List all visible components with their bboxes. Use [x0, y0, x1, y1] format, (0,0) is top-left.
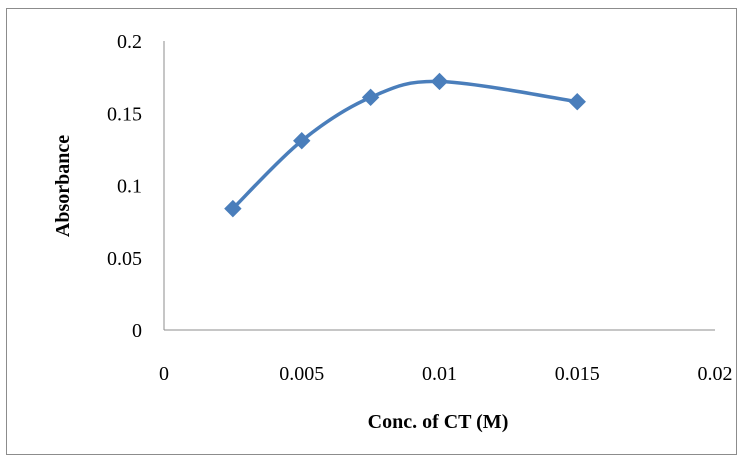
- data-point-marker: [293, 131, 311, 150]
- series-layer: [224, 72, 586, 218]
- series-line: [231, 79, 579, 211]
- y-tick-label: 0: [132, 320, 142, 342]
- y-tick-label: 0.1: [117, 176, 142, 198]
- x-tick-label: 0.02: [698, 363, 733, 385]
- y-axis-title: Absorbance: [52, 135, 74, 237]
- x-tick-label: 0.01: [422, 363, 457, 385]
- x-tick-label: 0: [159, 363, 169, 385]
- x-tick-label: 0.015: [555, 363, 600, 385]
- y-tick-label: 0.05: [107, 248, 142, 270]
- chart-frame: [6, 8, 737, 455]
- y-tick-label: 0.15: [107, 103, 142, 125]
- x-axis-title: Conc. of CT (M): [368, 411, 509, 433]
- data-point-marker: [430, 72, 449, 91]
- y-tick-labels: 0 0.05 0.1 0.15 0.2: [107, 31, 142, 342]
- data-point-marker: [361, 88, 380, 107]
- axes-layer: [163, 41, 715, 331]
- x-tick-label: 0.005: [279, 363, 324, 385]
- y-tick-label: 0.2: [117, 31, 142, 53]
- x-tick-labels: 0 0.005 0.01 0.015 0.02: [159, 363, 733, 385]
- data-point-marker: [568, 92, 586, 111]
- data-point-marker: [224, 199, 242, 218]
